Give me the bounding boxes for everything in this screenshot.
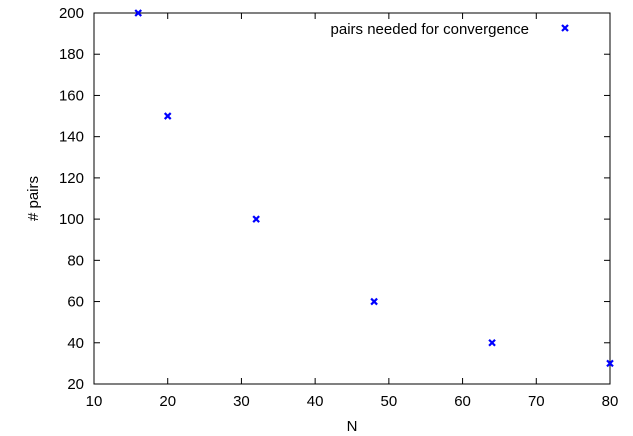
y-tick-label: 120	[59, 170, 84, 187]
x-axis: 10 20 30 40 50 60 70 80	[86, 13, 619, 410]
data-point	[163, 112, 172, 120]
y-tick-label: 160	[59, 87, 84, 104]
y-tick-label: 20	[67, 376, 84, 393]
data-point	[606, 359, 614, 368]
data-point	[488, 338, 496, 347]
x-tick-label: 20	[159, 393, 176, 410]
x-tick-label: 40	[307, 393, 324, 410]
y-tick-label: 140	[59, 129, 84, 146]
x-tick-label: 80	[602, 393, 619, 410]
y-tick-label: 100	[59, 211, 84, 228]
legend: pairs needed for convergence	[331, 21, 569, 38]
x-tick-label: 10	[86, 393, 103, 410]
x-tick-label: 70	[528, 393, 545, 410]
data-point	[252, 215, 260, 223]
data-point	[134, 9, 143, 17]
y-tick-label: 180	[59, 46, 84, 63]
legend-marker-symbol	[561, 24, 569, 32]
y-axis-title: # pairs	[25, 176, 42, 221]
y-tick-label: 80	[67, 252, 84, 269]
plot-frame	[93, 12, 611, 385]
data-point	[370, 297, 378, 306]
x-tick-label: 50	[381, 393, 398, 410]
x-axis-title: N	[347, 418, 358, 435]
x-tick-label: 30	[233, 393, 250, 410]
legend-marker	[561, 24, 569, 32]
y-tick-label: 40	[67, 335, 84, 352]
y-tick-label: 60	[67, 294, 84, 311]
y-axis: 20 40 60 80 100 120 140 160 180 200	[59, 5, 610, 393]
data-points	[134, 9, 614, 368]
y-tick-label: 200	[59, 5, 84, 22]
x-tick-label: 60	[454, 393, 471, 410]
legend-label: pairs needed for convergence	[331, 21, 529, 38]
